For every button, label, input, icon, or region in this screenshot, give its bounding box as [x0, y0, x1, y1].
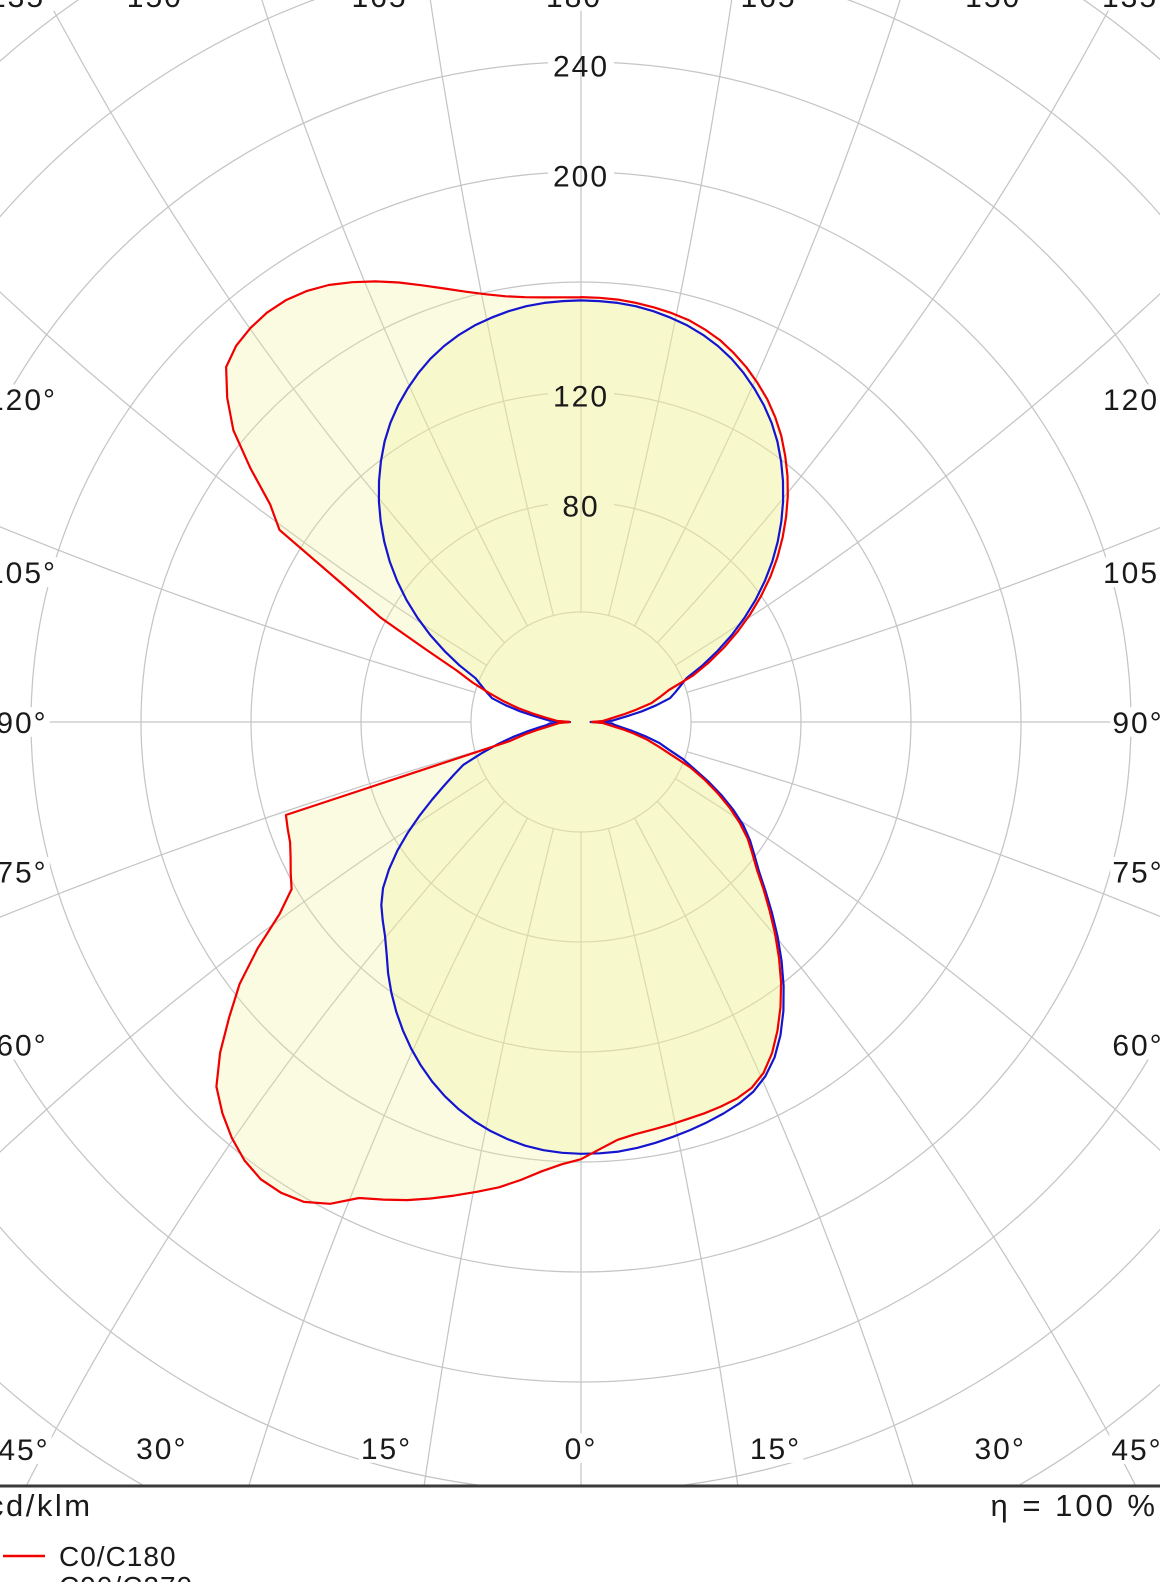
svg-text:C90/C270: C90/C270 — [59, 1571, 193, 1582]
svg-text:135°: 135° — [1102, 0, 1160, 14]
svg-text:150°: 150° — [127, 0, 197, 14]
svg-text:90°: 90° — [0, 707, 48, 740]
svg-text:75°: 75° — [0, 857, 48, 890]
svg-text:15°: 15° — [750, 1433, 801, 1466]
svg-text:60°: 60° — [1112, 1030, 1160, 1063]
svg-text:105°: 105° — [0, 557, 57, 590]
svg-text:165°: 165° — [351, 0, 421, 14]
svg-text:150°: 150° — [965, 0, 1035, 14]
svg-text:120°: 120° — [0, 384, 57, 417]
svg-text:45°: 45° — [1111, 1434, 1160, 1467]
svg-text:180°: 180° — [546, 0, 616, 14]
svg-text:135°: 135° — [0, 0, 59, 14]
svg-text:η = 100 %: η = 100 % — [991, 1488, 1158, 1523]
svg-text:30°: 30° — [136, 1433, 187, 1466]
svg-text:0°: 0° — [565, 1433, 598, 1466]
svg-text:75°: 75° — [1112, 857, 1160, 890]
svg-text:45°: 45° — [0, 1434, 50, 1467]
svg-text:120°: 120° — [1103, 384, 1160, 417]
svg-text:C0/C180: C0/C180 — [59, 1541, 177, 1572]
svg-text:15°: 15° — [361, 1433, 412, 1466]
svg-text:240: 240 — [553, 50, 609, 83]
svg-text:200: 200 — [553, 160, 609, 193]
svg-text:80: 80 — [562, 490, 599, 523]
svg-text:cd/klm: cd/klm — [0, 1488, 93, 1523]
svg-text:165°: 165° — [740, 0, 810, 14]
svg-text:90°: 90° — [1112, 707, 1160, 740]
svg-text:30°: 30° — [975, 1433, 1026, 1466]
svg-text:60°: 60° — [0, 1030, 48, 1063]
svg-text:120: 120 — [553, 380, 609, 413]
svg-text:105°: 105° — [1103, 557, 1160, 590]
